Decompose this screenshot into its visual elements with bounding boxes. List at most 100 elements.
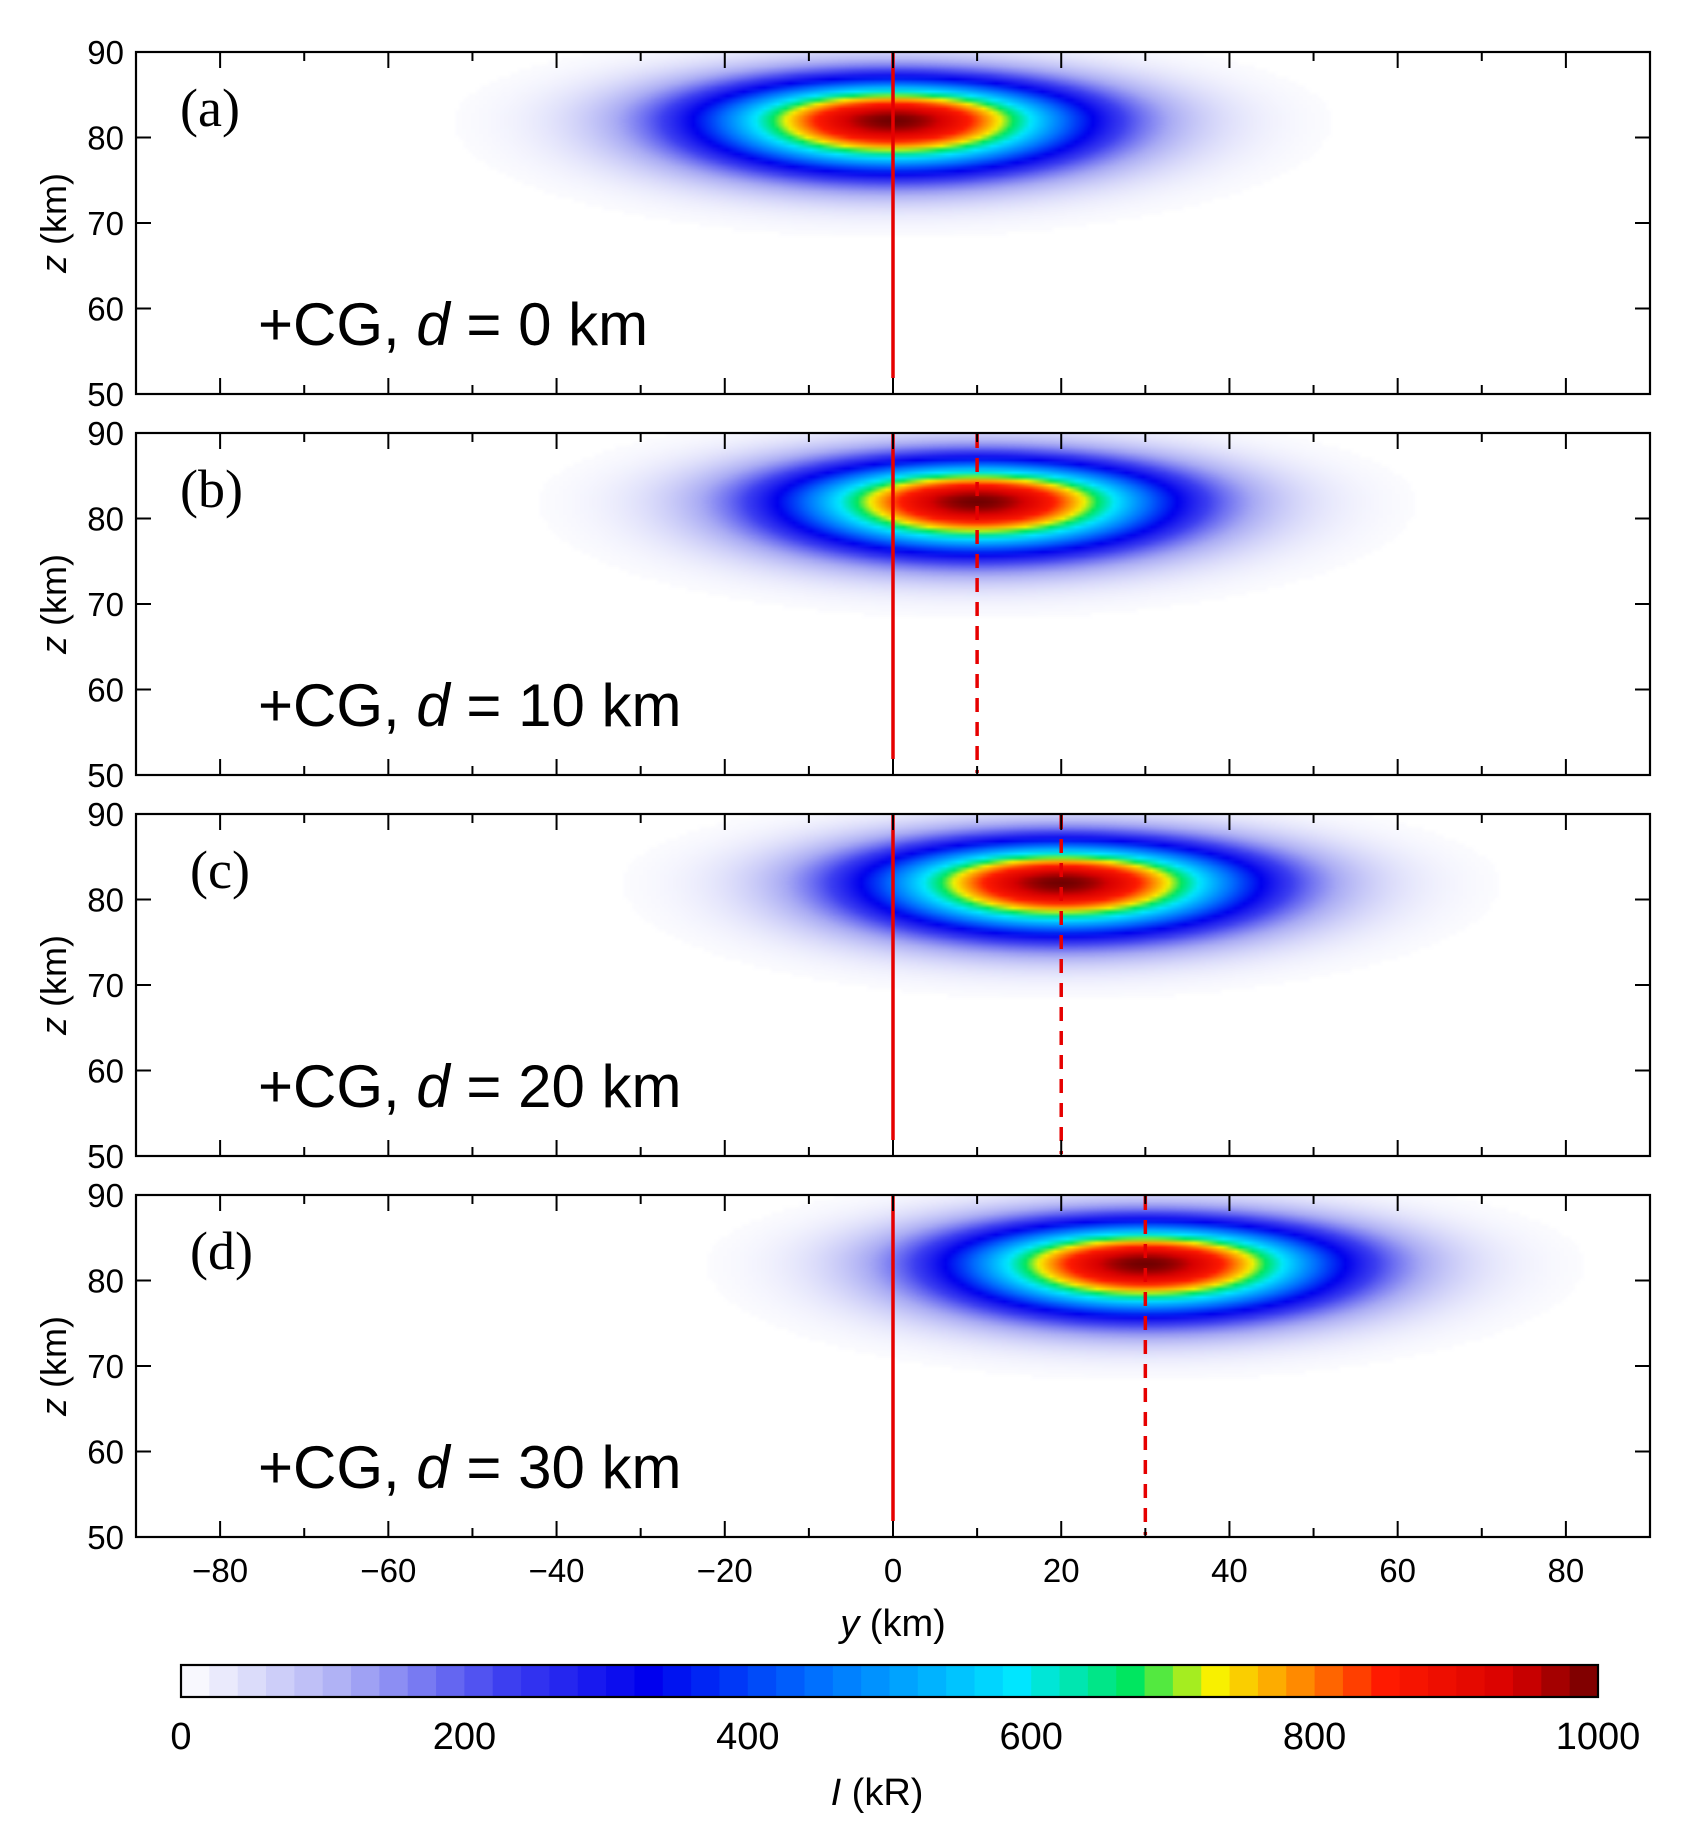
- colorbar-segment: [776, 1665, 806, 1697]
- colorbar-segment: [917, 1665, 947, 1697]
- colorbar-tick-label: 400: [716, 1716, 779, 1758]
- x-tick-label: 80: [1548, 1552, 1585, 1589]
- panel-tag: (a): [180, 78, 240, 138]
- colorbar-segment: [1456, 1665, 1486, 1697]
- colorbar: 0 200 400 600 800 1000: [170, 1663, 1641, 1758]
- x-tick-label: 20: [1043, 1552, 1080, 1589]
- panel-annotation: +CG, d = 30 km: [258, 1434, 682, 1501]
- colorbar-segment: [1342, 1665, 1372, 1697]
- x-tick-label: −20: [697, 1552, 753, 1589]
- y-tick-label: 60: [87, 1053, 124, 1090]
- colorbar-segment: [294, 1665, 324, 1697]
- colorbar-segment: [266, 1665, 295, 1697]
- colorbar-segment: [1031, 1665, 1061, 1697]
- x-tick-label: −80: [192, 1552, 248, 1589]
- y-tick-label: 80: [87, 501, 124, 538]
- colorbar-label: I (kR): [831, 1772, 924, 1814]
- colorbar-segment: [606, 1665, 636, 1697]
- colorbar-segment: [209, 1665, 239, 1697]
- colorbar-segment: [1172, 1665, 1202, 1697]
- panel-tag: (d): [190, 1221, 253, 1281]
- colorbar-segment: [351, 1665, 380, 1697]
- colorbar-segment: [691, 1665, 721, 1697]
- y-tick-label: 50: [87, 757, 124, 794]
- y-tick-label: 90: [87, 796, 124, 833]
- panel-tag: (b): [180, 459, 243, 519]
- x-axis-label: y (km): [837, 1603, 946, 1645]
- colorbar-segment: [577, 1665, 607, 1697]
- colorbar-segment: [1087, 1665, 1117, 1697]
- colorbar-segment: [861, 1665, 891, 1697]
- colorbar-segment: [1002, 1665, 1032, 1697]
- colorbar-segment: [804, 1665, 834, 1697]
- colorbar-segment: [1371, 1665, 1401, 1697]
- panel-annotation: +CG, d = 10 km: [258, 672, 682, 739]
- colorbar-segment: [492, 1665, 522, 1697]
- y-tick-label: 70: [87, 586, 124, 623]
- colorbar-segment: [1569, 1665, 1599, 1697]
- y-tick-label: 50: [87, 1138, 124, 1175]
- y-tick-label: 50: [87, 376, 124, 413]
- colorbar-segment: [1144, 1665, 1174, 1697]
- y-tick-label: 80: [87, 120, 124, 157]
- y-axis-label: z (km): [33, 173, 74, 274]
- y-axis-label: z (km): [33, 935, 74, 1036]
- panel-d: 50 60 70 80 90 z (km) (d) +CG, d = 30 km −80 −60 −…: [33, 1177, 1652, 1589]
- y-tick-label: 60: [87, 672, 124, 709]
- colorbar-segment: [1314, 1665, 1344, 1697]
- colorbar-segment: [1484, 1665, 1514, 1697]
- colorbar-segment: [1257, 1665, 1287, 1697]
- colorbar-segment: [719, 1665, 749, 1697]
- x-tick-label: −60: [360, 1552, 416, 1589]
- colorbar-segment: [464, 1665, 494, 1697]
- y-tick-label: 70: [87, 205, 124, 242]
- colorbar-tick-label: 600: [999, 1716, 1062, 1758]
- colorbar-segment: [747, 1665, 777, 1697]
- colorbar-segment: [1399, 1665, 1429, 1697]
- colorbar-tick-label: 200: [433, 1716, 496, 1758]
- panels: 50 60 70 80 90 z (km) (a) +CG, d = 0 km 50 60 70 80…: [33, 34, 1652, 1589]
- colorbar-segment: [322, 1665, 352, 1697]
- panel-tag: (c): [190, 840, 250, 900]
- x-tick-label: −40: [529, 1552, 585, 1589]
- x-tick-label: 60: [1379, 1552, 1416, 1589]
- panel-annotation: +CG, d = 0 km: [258, 291, 648, 358]
- colorbar-segment: [521, 1665, 551, 1697]
- colorbar-segment: [1201, 1665, 1231, 1697]
- colorbar-segment: [1229, 1665, 1259, 1697]
- colorbar-segment: [379, 1665, 409, 1697]
- y-tick-label: 60: [87, 1434, 124, 1471]
- colorbar-segment: [181, 1665, 210, 1697]
- colorbar-segment: [662, 1665, 692, 1697]
- y-tick-label: 60: [87, 291, 124, 328]
- y-tick-label: 90: [87, 415, 124, 452]
- colorbar-frame: [179, 1663, 1600, 1699]
- colorbar-segment: [436, 1665, 465, 1697]
- y-tick-label: 50: [87, 1519, 124, 1556]
- y-axis-label: z (km): [33, 1316, 74, 1417]
- colorbar-segment: [634, 1665, 664, 1697]
- colorbar-tick-label: 0: [170, 1716, 191, 1758]
- colorbar-segment: [832, 1665, 862, 1697]
- colorbar-segment: [1116, 1665, 1146, 1697]
- y-tick-label: 90: [87, 1177, 124, 1214]
- y-tick-label: 80: [87, 882, 124, 919]
- y-tick-label: 70: [87, 967, 124, 1004]
- colorbar-tick-label: 1000: [1556, 1716, 1641, 1758]
- y-tick-label: 70: [87, 1348, 124, 1385]
- x-tick-label: 0: [884, 1552, 902, 1589]
- colorbar-segment: [549, 1665, 579, 1697]
- colorbar-segment: [407, 1665, 437, 1697]
- colorbar-segment: [1286, 1665, 1316, 1697]
- y-tick-label: 90: [87, 34, 124, 71]
- y-tick-label: 80: [87, 1263, 124, 1300]
- panel-c: 50 60 70 80 90 z (km) (c) +CG, d = 20 km: [33, 796, 1652, 1175]
- colorbar-segment: [946, 1665, 976, 1697]
- colorbar-segment: [974, 1665, 1004, 1697]
- colorbar-segment: [889, 1665, 919, 1697]
- x-tick-label: 40: [1211, 1552, 1248, 1589]
- colorbar-segment: [1541, 1665, 1571, 1697]
- panel-b: 50 60 70 80 90 z (km) (b) +CG, d = 10 km: [33, 415, 1652, 794]
- colorbar-tick-label: 800: [1283, 1716, 1346, 1758]
